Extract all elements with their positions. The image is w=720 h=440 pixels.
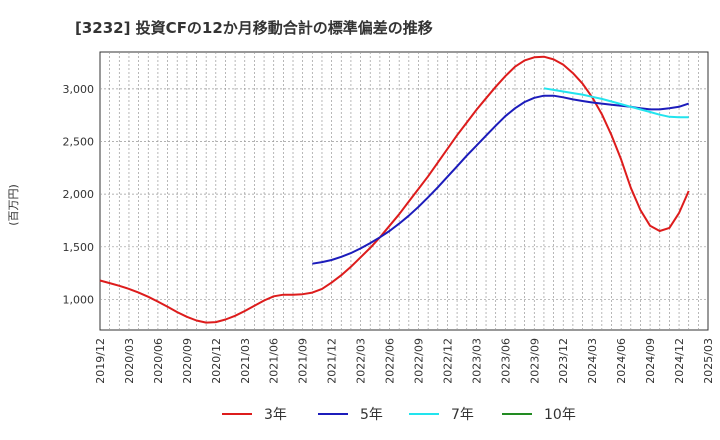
x-tick-label: 2020/03 (123, 338, 136, 384)
series-group (99, 55, 690, 324)
x-tick-label: 2023/03 (470, 338, 483, 384)
y-axis-label: (百万円) (7, 184, 20, 226)
plot-area (99, 51, 709, 331)
y-tick-label: 2,000 (63, 188, 95, 201)
legend-label-7年: 7年 (451, 407, 474, 423)
x-tick-label: 2023/06 (499, 338, 512, 384)
x-tick-label: 2022/12 (441, 338, 454, 384)
y-axis: 1,000 1,500 2,000 2,500 3,000 (63, 83, 95, 307)
x-tick-label: 2023/09 (528, 338, 541, 384)
x-tick-label: 2021/09 (297, 338, 310, 384)
chart-title: [3232] 投資CFの12か月移動合計の標準偏差の推移 (75, 19, 433, 37)
x-tick-label: 2024/06 (615, 338, 628, 384)
y-tick-label: 3,000 (63, 83, 95, 96)
x-tick-label: 2022/03 (355, 338, 368, 384)
x-tick-label: 2020/09 (181, 338, 194, 384)
y-tick-label: 1,000 (63, 293, 95, 306)
x-tick-label: 2024/09 (644, 338, 657, 384)
x-tick-label: 2021/03 (239, 338, 252, 384)
legend: 3年 5年 7年 10年 (222, 407, 576, 423)
x-tick-label: 2023/12 (557, 338, 570, 384)
x-tick-label: 2024/03 (586, 338, 599, 384)
x-tick-label: 2024/12 (673, 338, 686, 384)
x-tick-label: 2022/09 (412, 338, 425, 384)
legend-label-3年: 3年 (264, 407, 287, 423)
plot-frame (99, 51, 709, 331)
x-tick-label: 2021/12 (326, 338, 339, 384)
x-tick-label: 2020/12 (210, 338, 223, 384)
x-tick-label: 2020/06 (152, 338, 165, 384)
series-line-3年 (99, 55, 690, 324)
x-tick-label: 2019/12 (94, 338, 107, 384)
series-line-7年 (543, 87, 689, 119)
x-tick-label: 2022/06 (384, 338, 397, 384)
legend-label-5年: 5年 (360, 407, 383, 423)
y-tick-label: 2,500 (63, 136, 95, 149)
x-tick-label: 2025/03 (702, 338, 715, 384)
x-tick-label: 2021/06 (268, 338, 281, 384)
y-tick-label: 1,500 (63, 241, 95, 254)
grid (100, 52, 708, 330)
x-axis: 2019/12 2020/03 2020/06 2020/09 2020/12 2021/… (94, 338, 715, 384)
legend-label-10年: 10年 (544, 407, 576, 423)
